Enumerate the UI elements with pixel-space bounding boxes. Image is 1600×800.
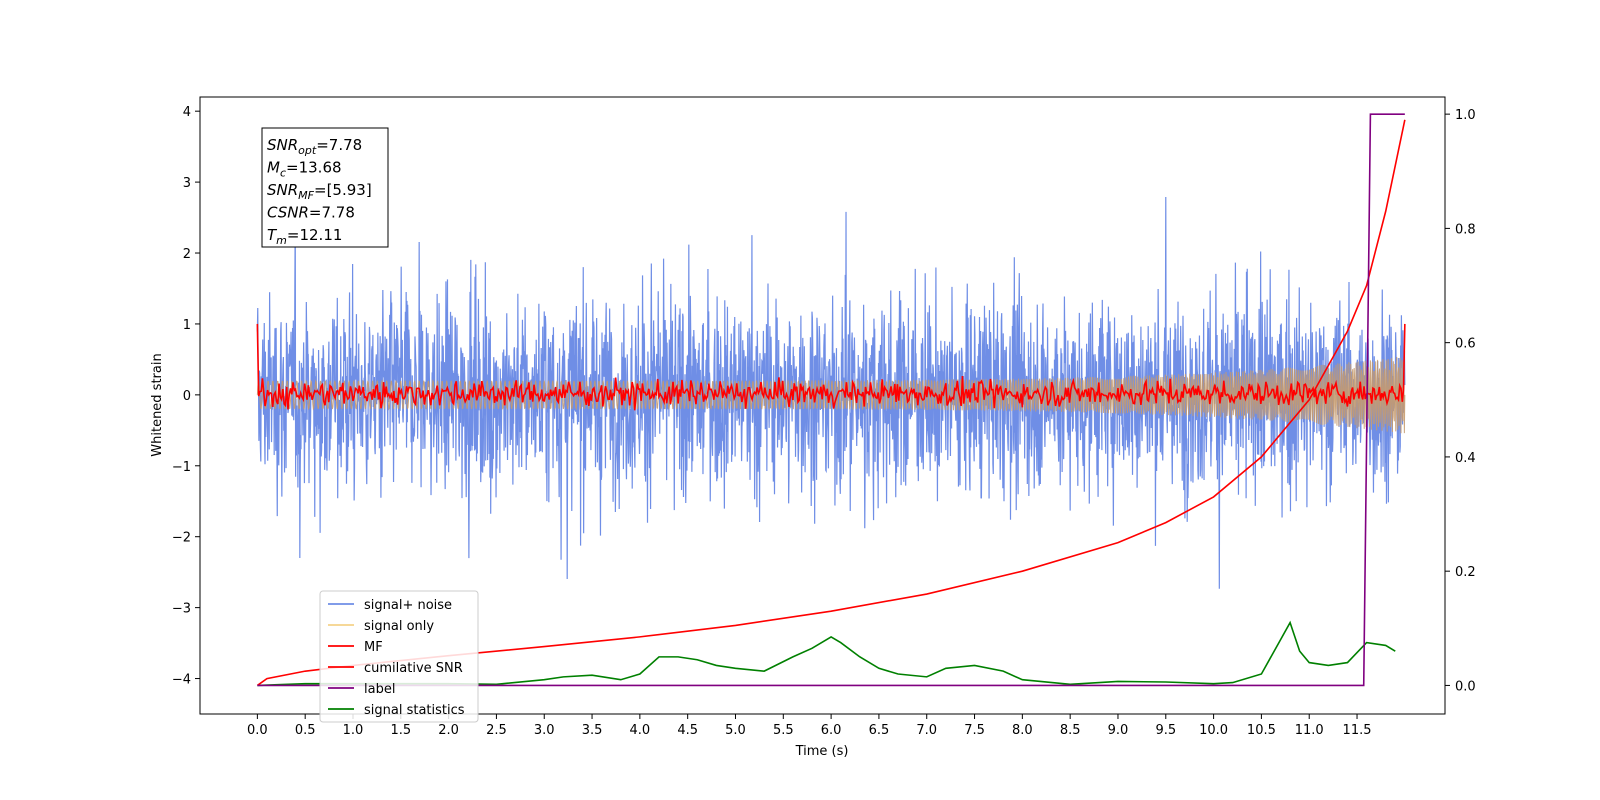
legend-label: label: [364, 682, 395, 697]
x-tick-label: 3.5: [582, 723, 603, 738]
y-axis-left-title: Whitened strain: [150, 353, 165, 456]
x-tick-label: 7.5: [964, 723, 985, 738]
x-tick-label: 0.0: [247, 723, 268, 738]
x-tick-label: 10.5: [1247, 723, 1276, 738]
y-left-tick-label: 4: [183, 105, 191, 120]
y-left-tick-label: 3: [183, 176, 191, 191]
y-left-tick-label: −1: [172, 460, 191, 475]
y-right-tick-label: 0.4: [1455, 451, 1476, 466]
info-line: SNRopt=7.78: [267, 136, 362, 157]
legend-label: signal statistics: [364, 703, 465, 718]
y-right-tick-label: 0.0: [1455, 679, 1476, 694]
x-tick-label: 2.5: [486, 723, 507, 738]
x-tick-label: 1.0: [343, 723, 364, 738]
series-signal-statistics: [257, 620, 1396, 687]
y-left-tick-label: 1: [183, 318, 191, 333]
x-tick-label: 11.5: [1343, 723, 1372, 738]
x-tick-label: 3.0: [534, 723, 555, 738]
y-right-tick-label: 0.8: [1455, 222, 1476, 237]
x-tick-label: 8.5: [1060, 723, 1081, 738]
x-tick-label: 0.5: [295, 723, 316, 738]
y-right-tick-label: 0.6: [1455, 337, 1476, 352]
x-axis-title: Time (s): [795, 744, 849, 759]
info-line: SNRMF=[5.93]: [267, 181, 372, 202]
x-tick-label: 9.5: [1155, 723, 1176, 738]
info-line: Mc=13.68: [267, 159, 342, 180]
x-tick-label: 5.0: [725, 723, 746, 738]
series-mf: [256, 323, 1406, 411]
x-tick-label: 11.0: [1295, 723, 1324, 738]
y-axis-right: 0.0 0.2 0.4 0.6 0.8 1.0: [1445, 108, 1476, 694]
x-tick-label: 9.0: [1108, 723, 1129, 738]
x-tick-label: 8.0: [1012, 723, 1033, 738]
series-label: [257, 113, 1405, 687]
x-tick-label: 6.0: [821, 723, 842, 738]
x-tick-label: 2.0: [438, 723, 459, 738]
x-tick-label: 7.0: [916, 723, 937, 738]
x-tick-label: 10.0: [1199, 723, 1228, 738]
y-left-tick-label: −2: [172, 531, 191, 546]
x-tick-label: 1.5: [390, 723, 411, 738]
legend-label: cumilative SNR: [364, 661, 463, 676]
x-tick-label: 6.5: [869, 723, 890, 738]
y-axis-left: −4 −3 −2 −1 0 1 2 3 4: [172, 105, 200, 688]
y-right-tick-label: 1.0: [1455, 108, 1476, 123]
y-right-tick-label: 0.2: [1455, 565, 1476, 580]
info-line: Tm=12.11: [267, 226, 342, 247]
plot-frame: [199, 96, 1446, 715]
info-box-frame: [261, 127, 389, 248]
legend-label: MF: [364, 640, 383, 655]
x-tick-label: 4.0: [630, 723, 651, 738]
legend: signal+ noise signal only MF cumilative SNR…: [319, 590, 479, 723]
y-left-tick-label: 2: [183, 247, 191, 262]
legend-label: signal only: [364, 619, 434, 634]
x-tick-label: 5.5: [773, 723, 794, 738]
y-left-tick-label: −3: [172, 602, 191, 617]
info-line: CSNR=7.78: [267, 204, 355, 222]
y-left-tick-label: 0: [183, 389, 191, 404]
x-axis: 0.0 0.5 1.0 1.5 2.0 2.5 3.0 3.5 4.0 4.5 5.0 5.5 6.0 6…: [247, 714, 1372, 738]
legend-frame: [319, 590, 479, 723]
y-left-tick-label: −4: [172, 673, 191, 688]
legend-label: signal+ noise: [364, 598, 452, 613]
x-tick-label: 4.5: [677, 723, 698, 738]
